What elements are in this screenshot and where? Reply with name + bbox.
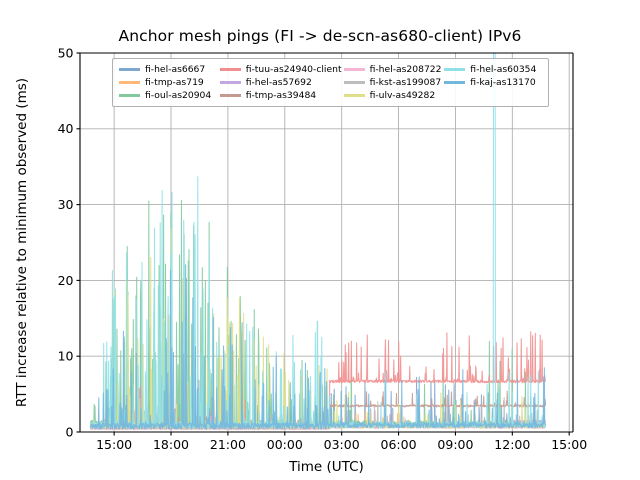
legend-item-label: fi-tmp-as719 <box>145 77 204 88</box>
legend-color-swatch <box>119 94 140 97</box>
legend-item: fi-hel-as208722 <box>343 63 443 76</box>
legend-item: fi-kaj-as13170 <box>444 76 543 89</box>
legend-color-swatch <box>119 81 140 84</box>
legend-item: fi-hel-as60354 <box>444 63 543 76</box>
legend-item: fi-tuu-as24940-client <box>219 63 342 76</box>
legend-item-label: fi-hel-as57692 <box>245 77 312 88</box>
legend-color-swatch <box>444 68 466 71</box>
x-tick-label: 12:00 <box>494 437 530 452</box>
legend-item-label: fi-tmp-as39484 <box>245 90 317 101</box>
x-tick-label: 00:00 <box>267 437 303 452</box>
legend-item-label: fi-kaj-as13170 <box>470 77 536 88</box>
legend-item: fi-tmp-as39484 <box>219 89 342 102</box>
legend-item-label: fi-tuu-as24940-client <box>245 64 342 75</box>
legend-grid: fi-hel-as6667 fi-tmp-as719 fi-oul-as20904 f… <box>119 63 543 102</box>
legend-item: fi-tmp-as719 <box>119 76 218 89</box>
y-tick-label: 50 <box>58 45 74 60</box>
y-tick-label: 10 <box>58 349 74 364</box>
x-tick-label: 21:00 <box>210 437 246 452</box>
x-tick-label: 15:00 <box>551 437 587 452</box>
legend-item: fi-hel-as6667 <box>119 63 218 76</box>
legend-item-label: fi-hel-as6667 <box>145 64 206 75</box>
legend-color-swatch <box>219 81 241 84</box>
x-axis-label: Time (UTC) <box>288 459 364 475</box>
legend-color-swatch <box>343 94 365 97</box>
axes-spines <box>79 52 574 433</box>
data-series-fi-kaj-as13170 <box>89 264 547 430</box>
legend-color-swatch <box>219 68 241 71</box>
y-tick-label: 30 <box>58 197 74 212</box>
legend-item: fi-hel-as57692 <box>219 76 342 89</box>
x-tick-label: 09:00 <box>437 437 473 452</box>
legend-item: fi-oul-as20904 <box>119 89 218 102</box>
legend-color-swatch <box>119 68 140 71</box>
legend-color-swatch <box>343 81 365 84</box>
y-tick-label: 0 <box>66 424 74 439</box>
x-tick-label: 06:00 <box>381 437 417 452</box>
legend-item-label: fi-hel-as208722 <box>369 64 442 75</box>
page-title: Anchor mesh pings (FI -> de-scn-as680-cl… <box>118 27 522 45</box>
legend-item-label: fi-kst-as199087 <box>369 77 442 88</box>
legend-color-swatch <box>219 94 241 97</box>
legend-item-label: fi-oul-as20904 <box>145 90 212 101</box>
legend-color-swatch <box>343 68 365 71</box>
legend-item: fi-ulv-as49282 <box>343 89 443 102</box>
legend-item-label: fi-ulv-as49282 <box>369 90 436 101</box>
data-series-group <box>89 53 547 431</box>
legend-item-label: fi-hel-as60354 <box>470 64 537 75</box>
legend-color-swatch <box>444 81 466 84</box>
y-axis-label: RTT increase relative to minimum observe… <box>14 78 30 407</box>
chart-legend: fi-hel-as6667 fi-tmp-as719 fi-oul-as20904 f… <box>112 58 549 107</box>
x-tick-label: 15:00 <box>96 437 132 452</box>
legend-item: fi-kst-as199087 <box>343 76 443 89</box>
x-tick-label: 03:00 <box>324 437 360 452</box>
x-tick-label: 18:00 <box>153 437 189 452</box>
y-tick-label: 20 <box>58 273 74 288</box>
axis-ticks: 0 10 20 30 40 50 15:00 18:00 21:00 00:00 03:00 06:0… <box>58 45 588 452</box>
y-tick-label: 40 <box>58 121 74 136</box>
